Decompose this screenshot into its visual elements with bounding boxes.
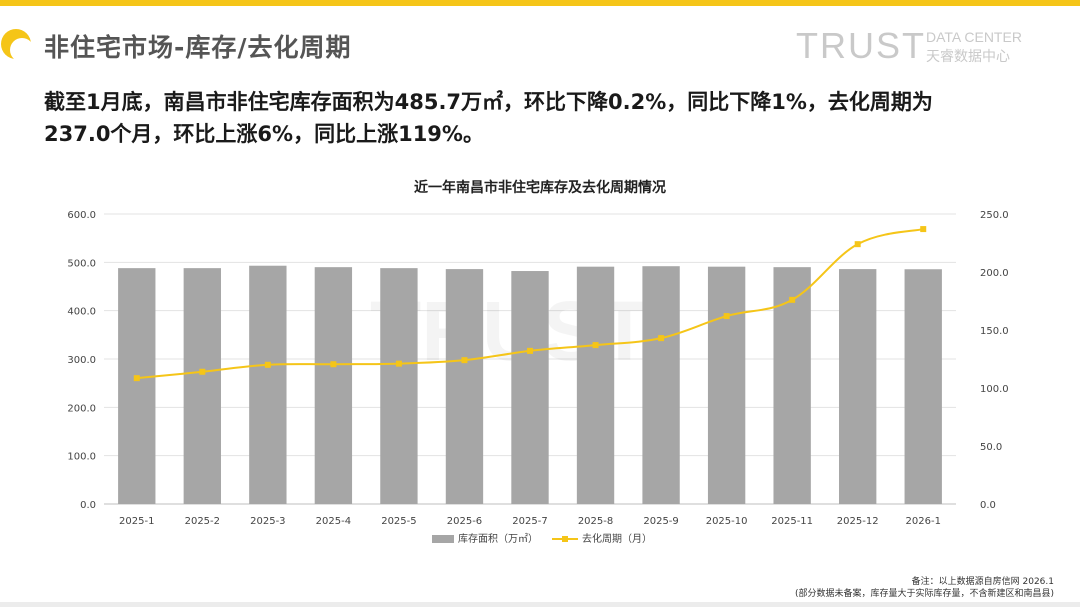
footnote-line-1: 备注：以上数据源自房信网 2026.1 xyxy=(911,577,1054,587)
bar xyxy=(904,269,942,504)
x-tick-label: 2025-8 xyxy=(578,516,613,527)
x-tick-label: 2025-9 xyxy=(643,516,678,527)
bar xyxy=(642,266,680,504)
x-tick-label: 2025-2 xyxy=(185,516,220,527)
y-left-tick-label: 0.0 xyxy=(80,500,96,511)
bar xyxy=(118,268,156,504)
footnote: 备注：以上数据源自房信网 2026.1 (部分数据未备案，库存量大于实际库存量，… xyxy=(795,576,1054,600)
x-tick-label: 2025-1 xyxy=(119,516,154,527)
y-left-tick-label: 400.0 xyxy=(67,307,96,318)
x-tick-label: 2026-1 xyxy=(906,516,941,527)
line-point xyxy=(527,347,533,354)
line-point xyxy=(592,342,599,349)
x-tick-label: 2025-4 xyxy=(316,516,351,527)
summary-line-2: 237.0个月，环比上涨6%，同比上涨119%。 xyxy=(44,122,484,146)
y-right-tick-label: 100.0 xyxy=(980,384,1009,395)
y-right-tick-label: 200.0 xyxy=(980,268,1009,279)
y-right-tick-label: 0.0 xyxy=(980,500,996,511)
x-tick-label: 2025-6 xyxy=(447,516,482,527)
y-left-tick-label: 100.0 xyxy=(67,452,96,463)
x-tick-label: 2025-11 xyxy=(771,516,813,527)
line-point xyxy=(133,375,140,382)
line-point xyxy=(395,360,402,367)
x-tick-label: 2025-3 xyxy=(250,516,285,527)
bottom-strip xyxy=(0,602,1080,607)
bar xyxy=(576,266,615,504)
y-left-tick-label: 500.0 xyxy=(67,258,96,269)
bar xyxy=(773,267,811,504)
y-right-tick-label: 250.0 xyxy=(980,210,1009,221)
brand-main-text: TRUST xyxy=(796,25,926,66)
line-point xyxy=(199,368,206,375)
x-tick-label: 2025-7 xyxy=(512,516,547,527)
legend-bar-swatch xyxy=(432,535,454,543)
logo-icon xyxy=(1,29,32,60)
brand-sub-cn: 天睿数据中心 xyxy=(926,49,1010,65)
brand-sub-en: DATA CENTER xyxy=(926,29,1022,45)
x-tick-label: 2025-5 xyxy=(381,516,416,527)
line-point xyxy=(330,361,337,368)
legend-line-marker xyxy=(562,536,568,542)
x-tick-label: 2025-10 xyxy=(706,516,748,527)
bar xyxy=(511,271,549,504)
line-point xyxy=(920,226,927,233)
y-right-tick-label: 50.0 xyxy=(980,442,1002,453)
line-point xyxy=(789,296,796,303)
top-accent-bar xyxy=(0,0,1080,6)
bar xyxy=(314,267,353,504)
y-left-tick-label: 600.0 xyxy=(67,210,96,221)
summary-text: 截至1月底，南昌市非住宅库存面积为485.7万㎡，环比下降0.2%，同比下降1%… xyxy=(44,86,1044,150)
y-left-tick-label: 300.0 xyxy=(67,355,96,366)
legend-bar-label: 库存面积（万㎡） xyxy=(458,532,538,545)
line-point xyxy=(658,335,665,342)
line-point xyxy=(461,357,468,364)
y-right-tick-label: 150.0 xyxy=(980,326,1009,337)
footnote-line-2: (部分数据未备案，库存量大于实际库存量，不含新建区和南昌县) xyxy=(794,589,1054,599)
bar xyxy=(380,268,418,504)
chart: 近一年南昌市非住宅库存及去化周期情况 0.0 100.0 200.0 300.0 400.… xyxy=(67,179,1009,545)
page-title: 非住宅市场-库存/去化周期 xyxy=(44,33,352,62)
bar xyxy=(707,266,746,504)
bar xyxy=(249,265,287,504)
summary-line-1: 截至1月底，南昌市非住宅库存面积为485.7万㎡，环比下降0.2%，同比下降1%… xyxy=(44,90,933,114)
line-point xyxy=(264,361,271,368)
x-tick-label: 2025-12 xyxy=(837,516,879,527)
y-left-tick-label: 200.0 xyxy=(67,403,96,414)
legend-line-label: 去化周期（月） xyxy=(582,532,652,545)
bar xyxy=(183,268,221,504)
chart-title: 近一年南昌市非住宅库存及去化周期情况 xyxy=(414,179,666,196)
bar xyxy=(445,269,484,504)
bar xyxy=(839,269,877,504)
line-point xyxy=(723,313,730,320)
line-point xyxy=(854,241,861,248)
